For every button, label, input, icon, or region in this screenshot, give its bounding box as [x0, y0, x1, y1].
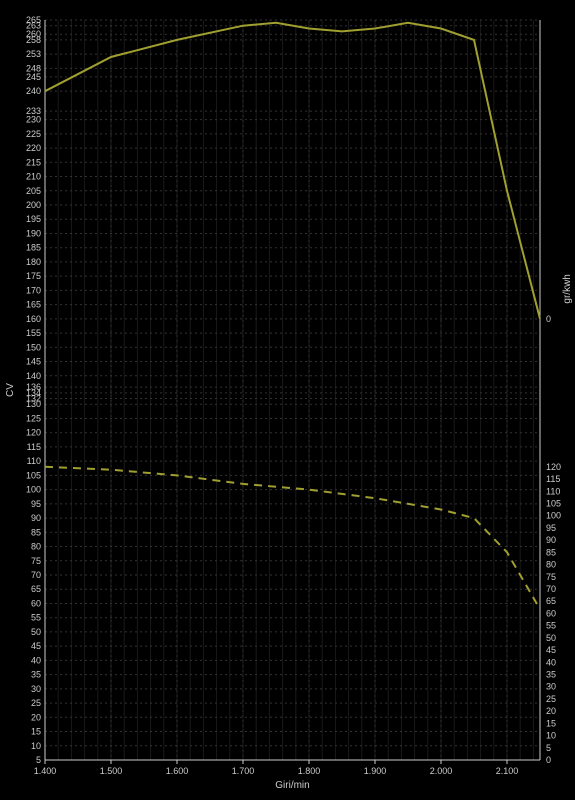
y-left-tick-label: 165: [26, 300, 41, 310]
y-left-tick-label: 75: [31, 556, 41, 566]
y-right-tick-label: 45: [546, 645, 556, 655]
x-tick-label: 1.400: [34, 766, 57, 776]
y-left-tick-label: 15: [31, 727, 41, 737]
y-left-axis-label: CV: [5, 383, 16, 397]
y-left-tick-label: 25: [31, 698, 41, 708]
y-left-tick-label: 10: [31, 741, 41, 751]
y-right-tick-label: 55: [546, 621, 556, 631]
y-left-tick-label: 240: [26, 86, 41, 96]
y-right-tick-label: 100: [546, 511, 561, 521]
y-left-tick-label: 85: [31, 527, 41, 537]
y-left-tick-label: 245: [26, 72, 41, 82]
y-left-tick-label: 105: [26, 470, 41, 480]
y-left-tick-label: 5: [36, 755, 41, 765]
y-left-tick-label: 115: [27, 442, 41, 452]
y-right-tick-label: 115: [546, 474, 560, 484]
y-left-tick-label: 160: [26, 314, 41, 324]
y-right-tick-label: 0: [546, 755, 551, 765]
y-right-tick-label: 80: [546, 560, 556, 570]
y-left-tick-label: 140: [26, 371, 41, 381]
y-right-tick-label: 75: [546, 572, 556, 582]
y-right-tick-label: 25: [546, 694, 556, 704]
x-tick-label: 1.600: [166, 766, 189, 776]
y-left-tick-label: 185: [26, 243, 41, 253]
y-left-tick-label: 150: [26, 342, 41, 352]
y-left-tick-label: 155: [26, 328, 41, 338]
y-left-tick-label: 30: [31, 684, 41, 694]
y-left-tick-label: 145: [26, 357, 41, 367]
y-right-tick-label: 35: [546, 669, 556, 679]
y-left-tick-label: 100: [26, 485, 41, 495]
x-axis-label: Giri/min: [275, 780, 309, 791]
y-left-tick-label: 220: [26, 143, 41, 153]
y-left-tick-label: 50: [31, 627, 41, 637]
y-left-tick-label: 70: [31, 570, 41, 580]
x-tick-label: 1.500: [100, 766, 123, 776]
y-right-axis-label: gr/kwh: [562, 274, 573, 303]
y-right-tick-label: 120: [546, 462, 561, 472]
y-right-tick-label: 70: [546, 584, 556, 594]
y-left-tick-label: 60: [31, 598, 41, 608]
y-left-tick-label: 170: [26, 285, 41, 295]
y-right-tick-label: 20: [546, 706, 556, 716]
y-right-tick-label: 60: [546, 608, 556, 618]
y-left-tick-label: 230: [26, 115, 41, 125]
y-right-tick-label: 10: [546, 731, 556, 741]
y-left-tick-label: 253: [26, 49, 41, 59]
y-right-tick-label: 90: [546, 535, 556, 545]
y-right-tick-label: 110: [546, 486, 560, 496]
y-left-tick-label: 90: [31, 513, 41, 523]
y-left-tick-label: 95: [31, 499, 41, 509]
y-left-tick-label: 233: [26, 106, 41, 116]
y-left-tick-label: 225: [26, 129, 41, 139]
y-left-tick-label: 175: [26, 271, 41, 281]
y-left-tick-label: 80: [31, 542, 41, 552]
y-left-tick-label: 215: [26, 157, 41, 167]
y-left-tick-label: 195: [26, 214, 41, 224]
y-right-tick-label: 85: [546, 547, 556, 557]
x-tick-label: 2.000: [430, 766, 453, 776]
y-left-tick-label: 260: [26, 29, 41, 39]
y-left-tick-label: 180: [26, 257, 41, 267]
y-right-tick-label: 30: [546, 682, 556, 692]
y-left-tick-label: 205: [26, 186, 41, 196]
engine-performance-chart: 1.400 1.500 1.600 1.700 1.800 1.900 2.000 2.100…: [0, 0, 575, 800]
y-left-tick-label: 45: [31, 641, 41, 651]
y-right-tick-label: 65: [546, 596, 556, 606]
y-right-tick-label: 50: [546, 633, 556, 643]
x-tick-label: 2.100: [496, 766, 519, 776]
y-left-tick-label: 20: [31, 712, 41, 722]
y-right-tick-label: 40: [546, 657, 556, 667]
y-left-tick-label: 55: [31, 613, 41, 623]
chart-svg: 1.400 1.500 1.600 1.700 1.800 1.900 2.000 2.100…: [0, 0, 575, 800]
y-left-tick-label: 120: [26, 428, 41, 438]
y-left-tick-label: 190: [26, 228, 41, 238]
y-left-tick-label: 200: [26, 200, 41, 210]
y-left-tick-label: 125: [26, 413, 41, 423]
y-right-top-tick-label: 0: [546, 314, 551, 324]
y-left-tick-label: 265: [26, 15, 41, 25]
y-left-tick-label: 210: [26, 172, 41, 182]
y-left-tick-label: 65: [31, 584, 41, 594]
y-right-tick-label: 15: [546, 718, 556, 728]
x-tick-label: 1.900: [364, 766, 387, 776]
x-tick-label: 1.700: [232, 766, 255, 776]
y-left-tick-label: 40: [31, 655, 41, 665]
y-left-tick-label: 248: [26, 63, 41, 73]
y-right-tick-label: 105: [546, 498, 561, 508]
y-right-tick-label: 95: [546, 523, 556, 533]
x-tick-label: 1.800: [298, 766, 321, 776]
y-left-tick-label: 35: [31, 670, 41, 680]
y-left-tick-label: 136: [26, 382, 41, 392]
y-left-tick-label: 110: [27, 456, 41, 466]
y-right-tick-label: 5: [546, 743, 551, 753]
